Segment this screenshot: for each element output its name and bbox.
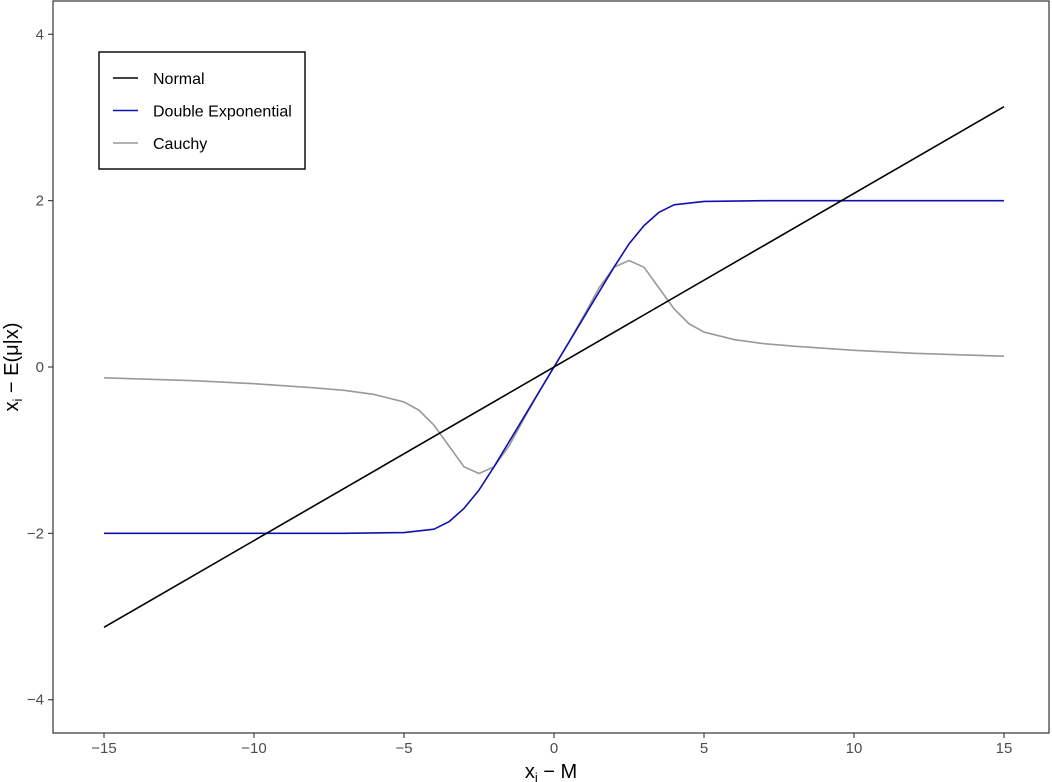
x-tick-label: 15 (996, 740, 1013, 757)
svg-text:xi − E(μ|x): xi − E(μ|x) (1, 322, 25, 411)
x-axis-title-rest: − M (538, 761, 577, 782)
x-tick-label: −10 (241, 740, 266, 757)
legend: Normal Double Exponential Cauchy (98, 51, 306, 170)
legend-label-double-exponential: Double Exponential (153, 104, 292, 121)
y-axis-title: xi − E(μ|x) (1, 322, 25, 411)
y-tick-label: −4 (27, 692, 44, 709)
y-axis-title-main: x (1, 402, 23, 412)
x-axis: −15 −10 −5 0 5 10 15 (91, 733, 1012, 757)
x-tick-label: 5 (700, 740, 708, 757)
legend-items: Normal Double Exponential Cauchy (113, 71, 292, 153)
y-axis-title-sub: i (10, 399, 25, 402)
x-tick-label: 0 (550, 740, 558, 757)
series-line-normal (103, 105, 1005, 629)
y-tick-label: 4 (36, 26, 44, 43)
y-axis-title-rest: − E(μ|x) (1, 322, 23, 398)
series-layer (103, 105, 1005, 629)
x-axis-title-main: x (525, 761, 535, 782)
x-tick-label: −15 (91, 740, 116, 757)
svg-text:xi − M: xi − M (525, 761, 577, 782)
legend-label-cauchy: Cauchy (153, 136, 207, 153)
x-axis-title: xi − M (525, 761, 577, 782)
y-axis: −4 −2 0 2 4 (27, 26, 53, 709)
y-tick-label: 2 (36, 193, 44, 210)
x-tick-label: 10 (846, 740, 863, 757)
y-tick-label: −2 (27, 525, 44, 542)
x-axis-title-sub: i (535, 770, 538, 782)
y-tick-label: 0 (36, 359, 44, 376)
legend-label-normal: Normal (153, 71, 205, 88)
x-tick-label: −5 (395, 740, 412, 757)
